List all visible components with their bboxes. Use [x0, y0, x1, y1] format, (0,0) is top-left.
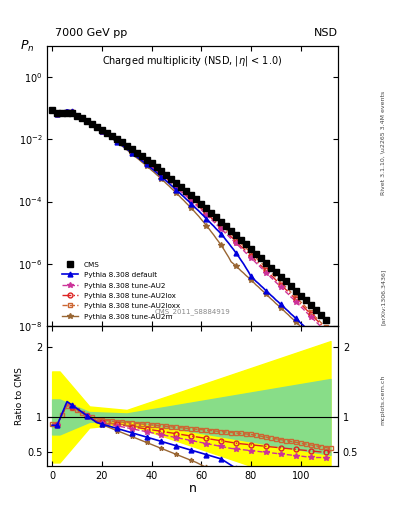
Text: mcplots.cern.ch: mcplots.cern.ch — [381, 374, 386, 424]
Text: CMS_2011_S8884919: CMS_2011_S8884919 — [155, 308, 230, 315]
Text: 7000 GeV pp: 7000 GeV pp — [55, 28, 127, 38]
Text: Rivet 3.1.10, \u2265 3.4M events: Rivet 3.1.10, \u2265 3.4M events — [381, 91, 386, 196]
Text: [arXiv:1306.3436]: [arXiv:1306.3436] — [381, 269, 386, 325]
X-axis label: n: n — [189, 482, 196, 495]
Y-axis label: Ratio to CMS: Ratio to CMS — [15, 367, 24, 425]
Y-axis label: $P_n$: $P_n$ — [20, 39, 34, 54]
Text: Charged multiplicity (NSD, $|\eta|$ < 1.0): Charged multiplicity (NSD, $|\eta|$ < 1.… — [103, 54, 283, 69]
Legend: CMS, Pythia 8.308 default, Pythia 8.308 tune-AU2, Pythia 8.308 tune-AU2lox, Pyth: CMS, Pythia 8.308 default, Pythia 8.308 … — [62, 261, 180, 319]
Text: NSD: NSD — [314, 28, 338, 38]
